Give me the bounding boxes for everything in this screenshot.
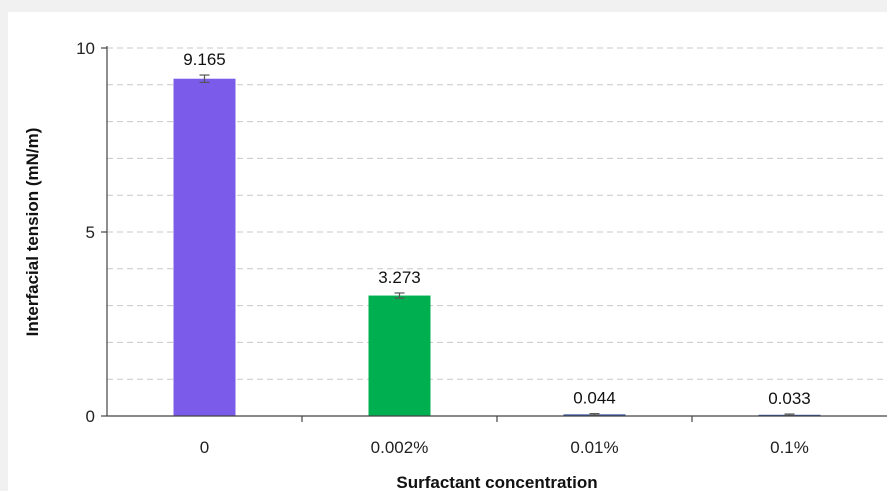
data-label-3: 0.033 — [768, 389, 811, 408]
y-tick-label: 5 — [86, 223, 95, 242]
gridlines — [107, 47, 887, 380]
bars — [173, 78, 821, 416]
data-labels: 9.165 3.273 0.044 0.033 — [183, 50, 811, 408]
data-label-2: 0.044 — [573, 389, 616, 408]
x-tick-label-0: 0 — [200, 438, 209, 457]
bar-chart: 9.165 3.273 0.044 0.033 0 5 10 0 0.002% 0.01% 0.… — [23, 39, 887, 491]
bar-1 — [368, 295, 431, 416]
error-bars — [199, 74, 795, 417]
bar-0 — [173, 78, 236, 416]
data-label-0: 9.165 — [183, 50, 226, 69]
x-tick-label-2: 0.01% — [570, 438, 618, 457]
x-tick-labels: 0 0.002% 0.01% 0.1% — [200, 438, 809, 457]
x-axis-title: Surfactant concentration — [396, 473, 597, 491]
axes — [101, 46, 887, 422]
y-tick-labels: 0 5 10 — [76, 39, 95, 426]
x-tick-label-1: 0.002% — [371, 438, 429, 457]
y-axis-title: Interfacial tension (mN/m) — [23, 128, 42, 337]
chart-panel: 9.165 3.273 0.044 0.033 0 5 10 0 0.002% 0.01% 0.… — [8, 12, 887, 491]
y-tick-label: 0 — [86, 407, 95, 426]
x-tick-label-3: 0.1% — [770, 438, 809, 457]
data-label-1: 3.273 — [378, 268, 421, 287]
y-tick-label: 10 — [76, 39, 95, 58]
